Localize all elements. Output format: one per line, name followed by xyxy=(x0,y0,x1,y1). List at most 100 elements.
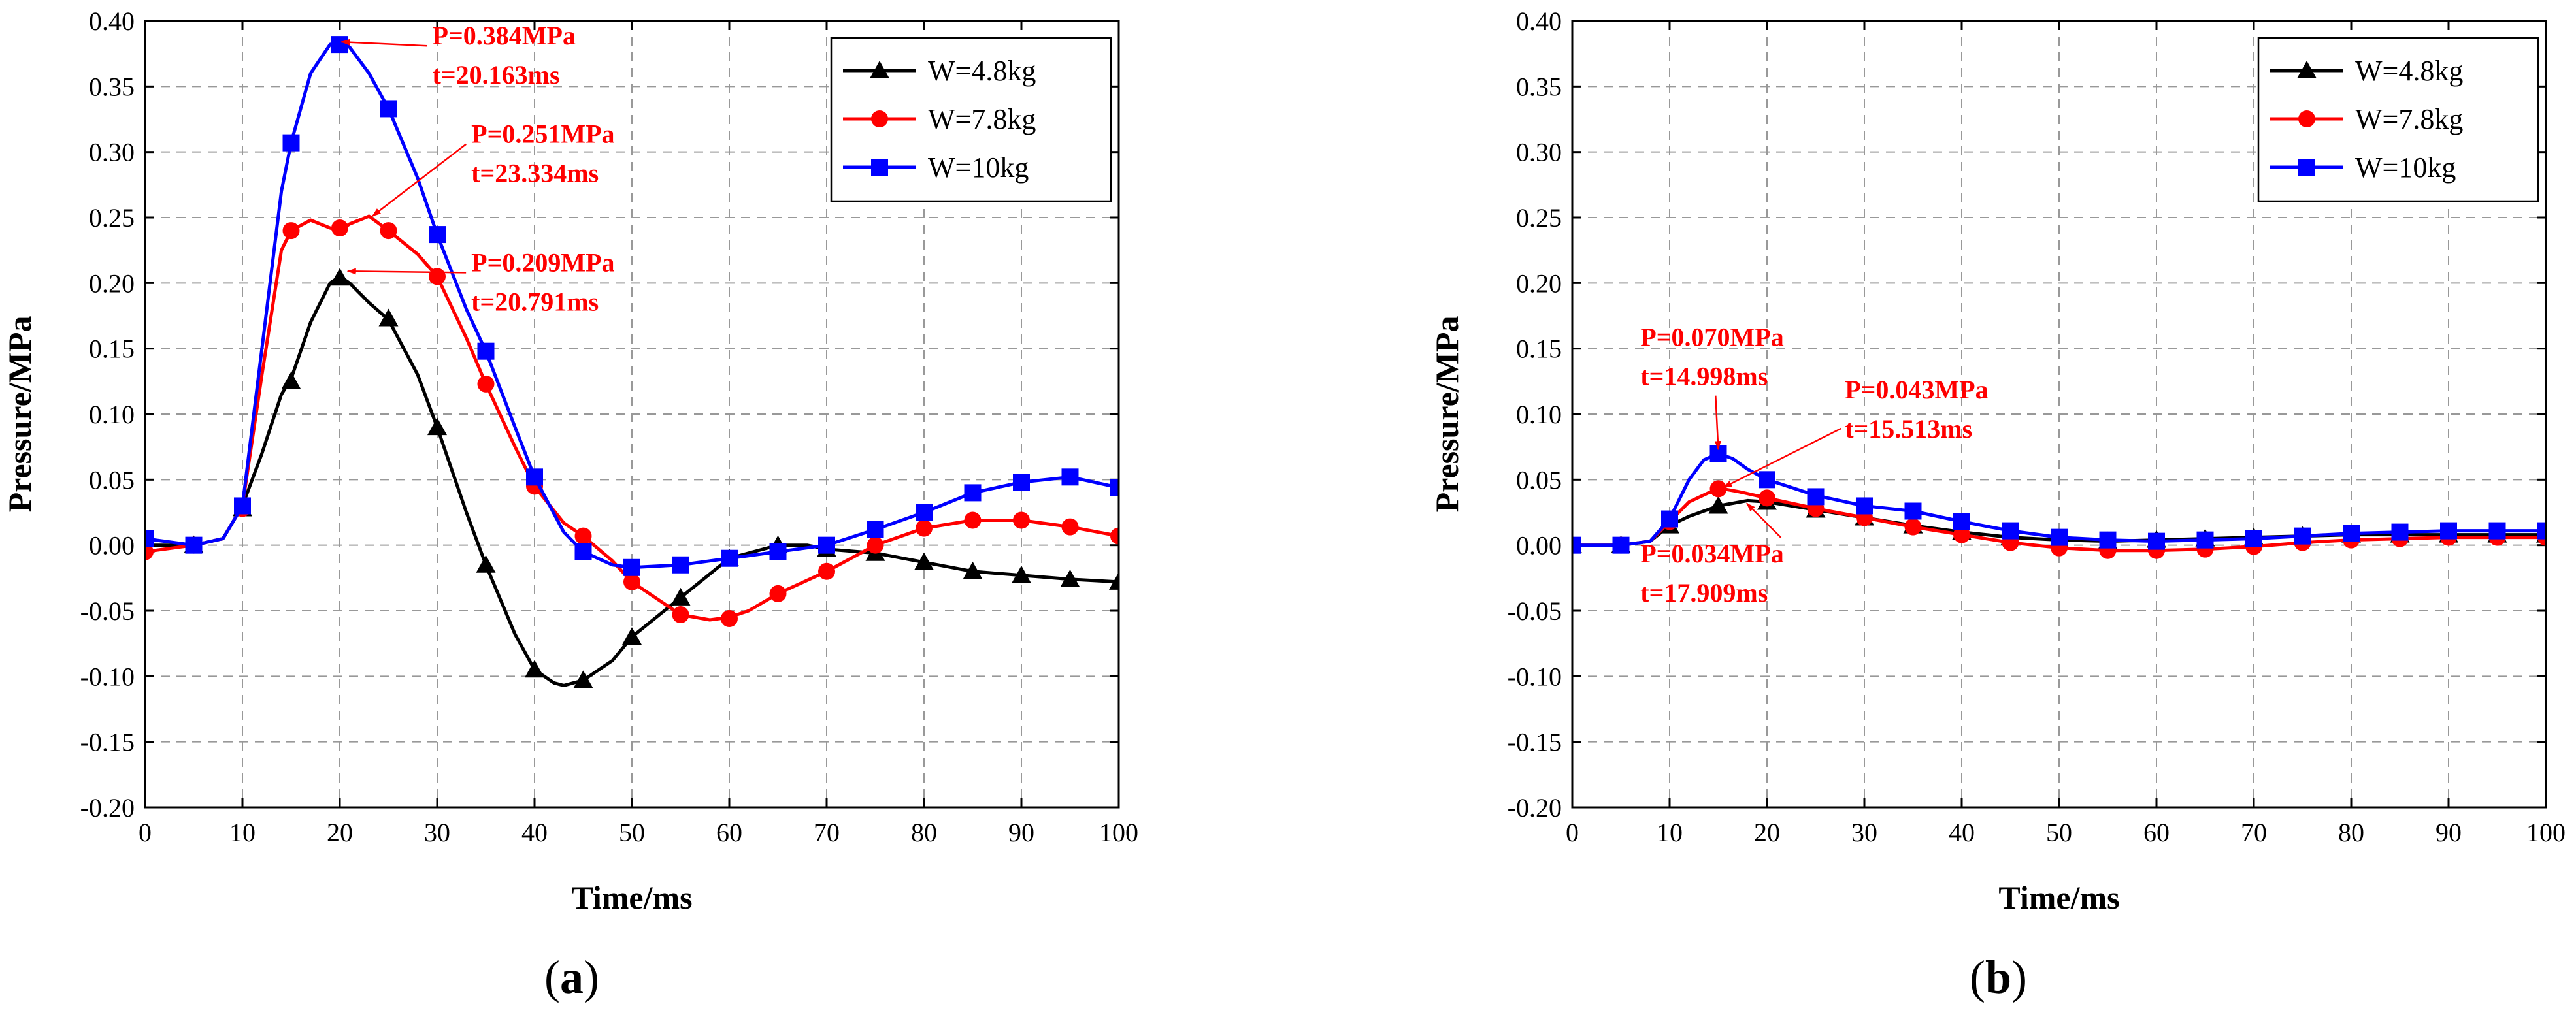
legend: W=4.8kg W=7.8kg W=10kg xyxy=(830,37,1112,202)
annotation: P=0.034MPa t=17.909ms xyxy=(1640,502,1784,607)
data-point-circle xyxy=(380,222,397,240)
legend-swatch-circle xyxy=(2298,110,2315,127)
annotation-arrow xyxy=(1714,395,1721,451)
x-tick-label: 30 xyxy=(1851,818,1877,847)
panel-caption-letter: b xyxy=(1985,951,2011,1003)
y-tick-label: 0.20 xyxy=(1516,268,1562,298)
data-point-square xyxy=(429,226,446,244)
data-point-triangle xyxy=(281,371,301,389)
y-tick-label: 0.40 xyxy=(89,7,135,36)
y-tick-label: 0.10 xyxy=(89,400,135,429)
data-point-square xyxy=(1110,479,1119,496)
data-point-square xyxy=(867,521,884,538)
y-axis-title: Pressure/MPa xyxy=(1,316,38,513)
data-point-square xyxy=(1953,513,1970,530)
annotation-pressure: P=0.384MPa xyxy=(433,21,576,50)
data-point-triangle xyxy=(476,555,496,573)
data-point-square xyxy=(916,504,933,521)
annotation-pressure: P=0.043MPa xyxy=(1845,375,1988,404)
data-point-square xyxy=(2051,528,2068,546)
x-tick-label: 0 xyxy=(1566,818,1579,847)
data-point-circle xyxy=(1110,527,1119,545)
data-point-square xyxy=(185,536,203,554)
annotation-time: t=14.998ms xyxy=(1640,362,1768,391)
data-point-circle xyxy=(769,585,787,602)
x-tick-label: 60 xyxy=(2143,818,2170,847)
y-tick-label: 0.15 xyxy=(1516,334,1562,364)
y-tick-label: -0.05 xyxy=(1508,596,1562,626)
data-point-square xyxy=(1807,488,1825,506)
legend: W=4.8kg W=7.8kg W=10kg xyxy=(2257,37,2539,202)
y-tick-label: 0.00 xyxy=(1516,531,1562,560)
data-point-square xyxy=(2343,525,2360,542)
data-point-square xyxy=(1612,536,1630,554)
annotation-pressure: P=0.251MPa xyxy=(471,120,614,149)
panel-caption-close: ) xyxy=(2011,951,2027,1003)
legend-label: W=10kg xyxy=(2355,152,2456,184)
data-point-square xyxy=(2294,527,2311,545)
data-point-triangle xyxy=(573,670,593,688)
data-point-triangle xyxy=(1708,496,1728,514)
legend-swatch-triangle xyxy=(2297,61,2317,78)
panel-caption-close: ) xyxy=(584,951,599,1003)
data-point-square xyxy=(672,556,689,574)
x-tick-label: 100 xyxy=(2526,818,2566,847)
data-point-circle xyxy=(818,562,835,580)
y-tick-label: 0.05 xyxy=(1516,465,1562,494)
x-tick-label: 80 xyxy=(911,818,937,847)
data-point-square xyxy=(2245,530,2262,547)
data-point-triangle xyxy=(1012,565,1031,583)
y-tick-label: -0.15 xyxy=(80,728,135,757)
annotation-arrow xyxy=(1745,502,1782,538)
data-point-triangle xyxy=(670,587,691,606)
data-point-square xyxy=(234,497,251,515)
data-point-square xyxy=(331,36,348,54)
annotation-time: t=20.791ms xyxy=(471,287,599,316)
data-point-triangle xyxy=(427,417,447,436)
data-point-square xyxy=(769,543,787,560)
plot-frame xyxy=(144,20,1120,809)
x-tick-label: 10 xyxy=(1657,818,1683,847)
y-tick-label: 0.25 xyxy=(89,203,135,233)
data-point-square xyxy=(2148,532,2165,550)
data-point-square xyxy=(145,530,154,547)
data-point-triangle xyxy=(963,561,983,579)
panel-caption-open: ( xyxy=(544,951,560,1003)
x-tick-label: 50 xyxy=(619,818,645,847)
data-point-triangle xyxy=(330,268,350,286)
data-point-triangle xyxy=(622,627,642,645)
data-point-circle xyxy=(1709,480,1727,498)
y-tick-label: -0.15 xyxy=(1508,728,1562,757)
panel-caption: (b) xyxy=(1970,951,2027,1003)
x-tick-label: 100 xyxy=(1099,818,1138,847)
annotation: P=0.209MPa t=20.791ms xyxy=(346,248,615,316)
data-point-circle xyxy=(145,543,154,560)
annotation-time: t=23.334ms xyxy=(471,159,599,188)
annotation: P=0.251MPa t=23.334ms xyxy=(371,120,615,217)
x-tick-label: 50 xyxy=(2046,818,2072,847)
y-tick-label: -0.20 xyxy=(80,793,135,822)
data-point-circle xyxy=(574,527,592,545)
plot-frame xyxy=(1571,20,2547,809)
chart-panel-a: 0 10 20 30 40 50 60 70 80 90 100 -0.20 -0.15 -0.10 -0.… xyxy=(1,7,1138,1003)
x-tick-label: 70 xyxy=(2241,818,2267,847)
annotation: P=0.070MPa t=14.998ms xyxy=(1640,323,1784,451)
y-tick-label: -0.20 xyxy=(1508,793,1562,822)
chart-panel-b: 0 10 20 30 40 50 60 70 80 90 100 -0.20 -0.15 -0.10 -0.… xyxy=(1428,7,2566,1003)
data-point-circle xyxy=(1061,518,1079,536)
annotation-pressure: P=0.070MPa xyxy=(1640,323,1783,352)
y-tick-label: 0.35 xyxy=(89,72,135,101)
legend-swatch-square xyxy=(871,159,888,176)
annotation-arrow xyxy=(1723,427,1841,489)
data-point-circle xyxy=(867,536,884,554)
data-point-square xyxy=(2391,523,2409,541)
data-point-square xyxy=(818,536,835,554)
data-point-square xyxy=(2537,522,2546,540)
y-tick-label: -0.10 xyxy=(80,662,135,691)
annotation-time: t=17.909ms xyxy=(1640,578,1768,607)
x-tick-label: 40 xyxy=(1949,818,1975,847)
annotation: P=0.043MPa t=15.513ms xyxy=(1723,375,1989,489)
annotation-pressure: P=0.034MPa xyxy=(1640,539,1783,568)
y-tick-label: 0.00 xyxy=(89,531,135,560)
y-tick-label: 0.35 xyxy=(1516,72,1562,101)
